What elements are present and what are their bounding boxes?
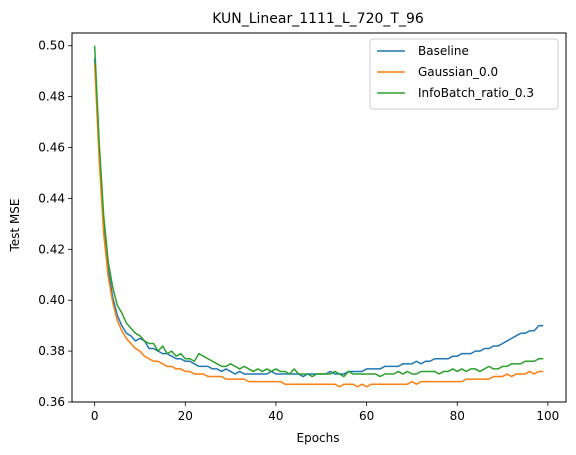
series-line-1 (93, 63, 544, 388)
x-axis-ticks: 0 20 40 60 80 100 (91, 402, 559, 423)
series-line-2 (93, 45, 544, 378)
y-tick-label: 0.42 (38, 242, 65, 256)
x-tick-label: 20 (178, 409, 193, 423)
x-tick-label: 0 (91, 409, 99, 423)
x-axis-label: Epochs (297, 431, 340, 445)
y-tick-label: 0.38 (38, 344, 65, 358)
legend: Baseline Gaussian_0.0 InfoBatch_ratio_0.3 (369, 38, 559, 110)
plot-lines (93, 45, 544, 388)
y-tick-label: 0.48 (38, 90, 65, 104)
x-tick-label: 60 (359, 409, 374, 423)
legend-label: Gaussian_0.0 (418, 65, 498, 79)
y-tick-label: 0.40 (38, 293, 65, 307)
y-tick-label: 0.44 (38, 191, 65, 205)
x-tick-label: 40 (268, 409, 283, 423)
plot-frame (71, 32, 567, 403)
legend-label: InfoBatch_ratio_0.3 (418, 86, 534, 100)
y-tick-label: 0.36 (38, 395, 65, 409)
x-tick-label: 100 (536, 409, 559, 423)
chart-title: KUN_Linear_1111_L_720_T_96 (212, 11, 424, 27)
legend-label: Baseline (418, 44, 469, 58)
y-tick-label: 0.46 (38, 141, 65, 155)
legend-box (369, 38, 559, 110)
y-axis-label: Test MSE (8, 199, 22, 253)
x-tick-label: 80 (450, 409, 465, 423)
y-axis-ticks: 0.36 0.38 0.40 0.42 0.44 0.46 0.48 0.50 (38, 39, 72, 409)
y-tick-label: 0.50 (38, 39, 65, 53)
